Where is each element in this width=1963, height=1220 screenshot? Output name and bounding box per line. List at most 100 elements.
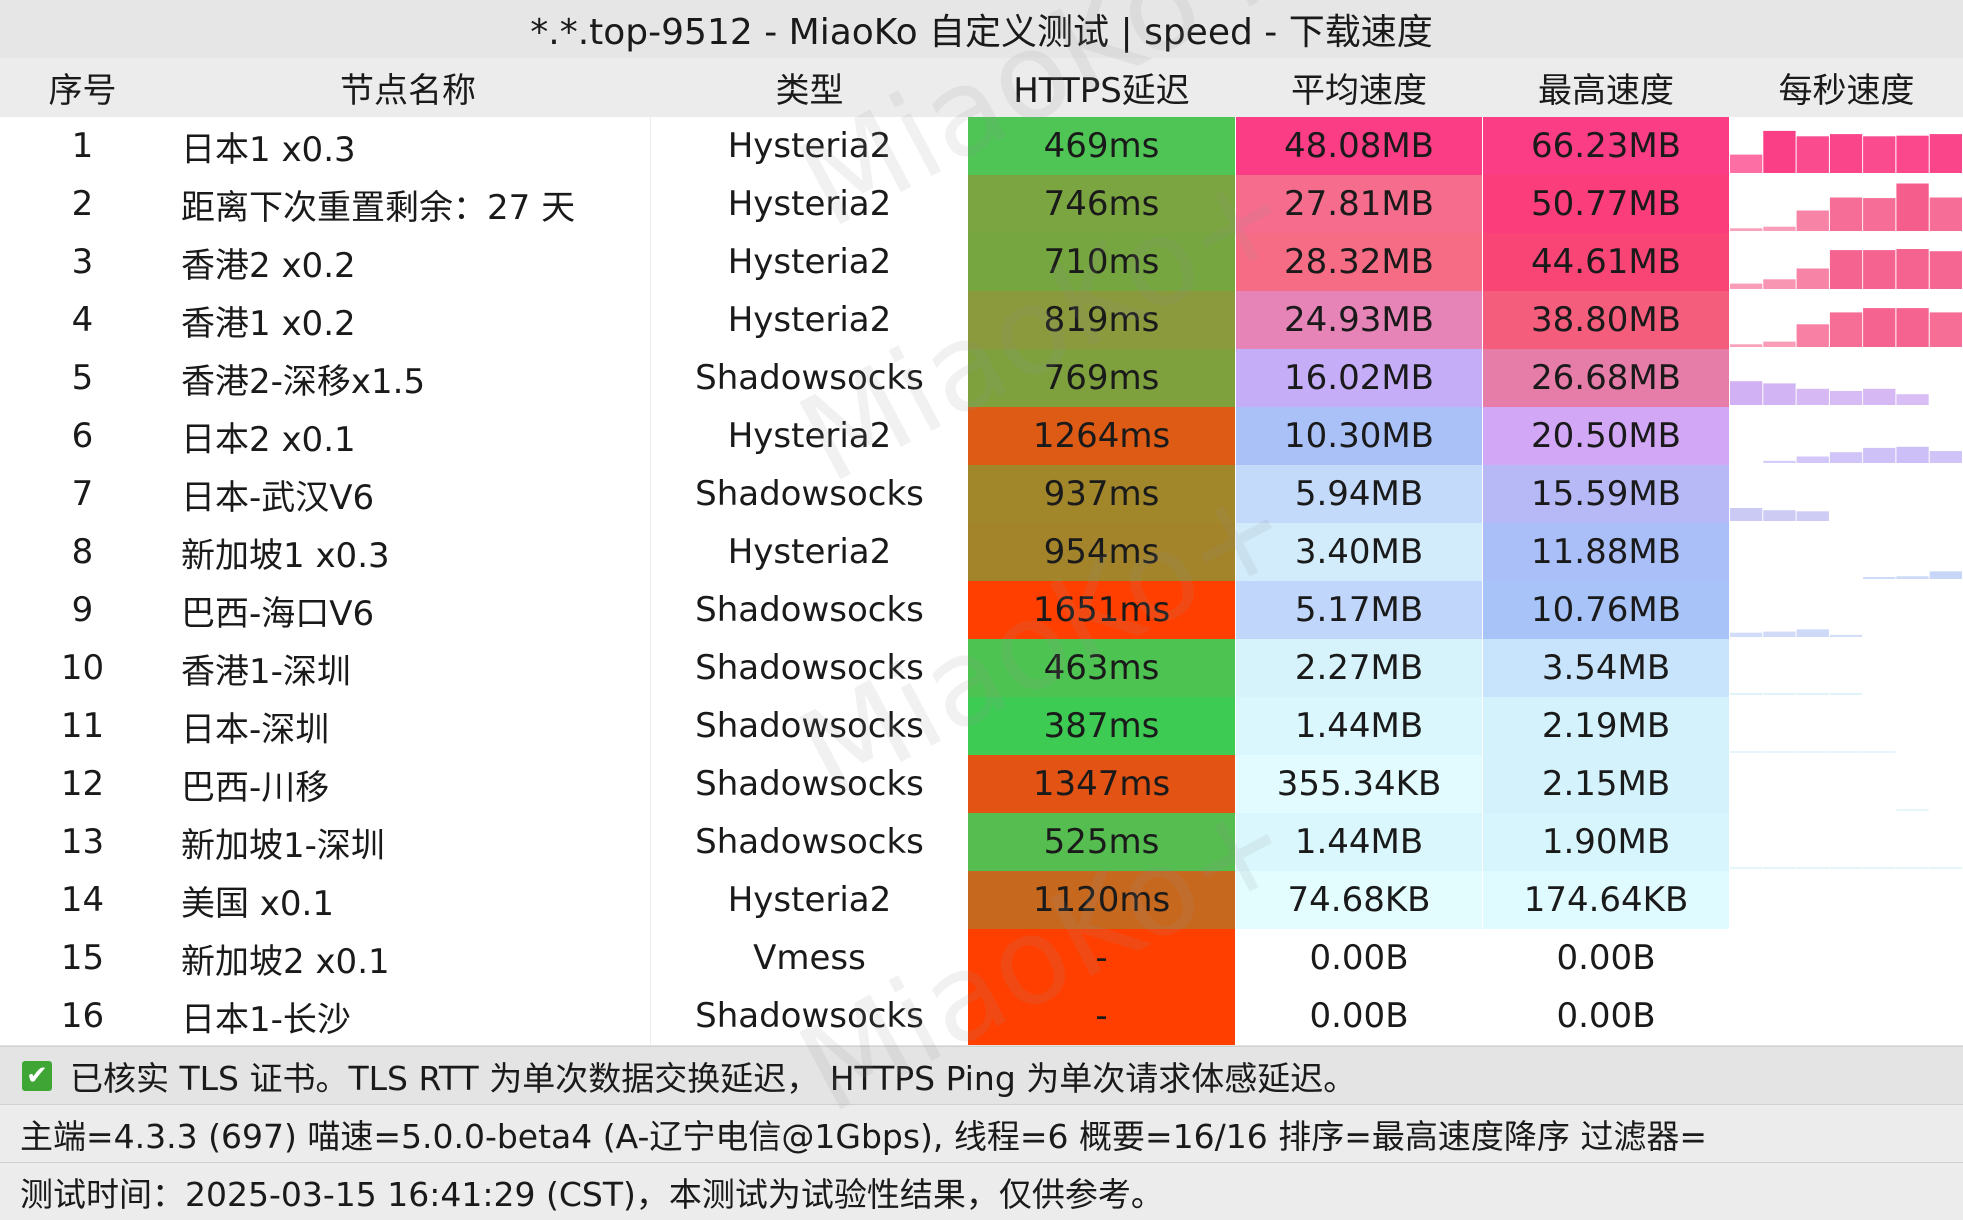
sparkline-bar — [1929, 451, 1962, 463]
https-latency: 819ms — [968, 291, 1235, 349]
node-type: Shadowsocks — [695, 358, 924, 398]
per-second-speed-sparkline — [1730, 407, 1963, 465]
per-second-speed-sparkline — [1730, 813, 1963, 871]
sparkline-svg — [1730, 308, 1962, 347]
avg-speed: 1.44MB — [1236, 697, 1482, 755]
column-header-node-name: 节点名称 — [340, 71, 476, 111]
column-header-type: 类型 — [775, 71, 844, 111]
node-type: Shadowsocks — [695, 648, 924, 688]
avg-speed: 5.17MB — [1236, 581, 1482, 639]
sparkline-bar — [1863, 867, 1896, 869]
max-speed: 3.54MB — [1483, 639, 1729, 697]
table-row: 10 香港1-深圳 Shadowsocks 463ms 2.27MB 3.54MB — [0, 639, 1963, 698]
sparkline-bar — [1829, 391, 1863, 405]
column-header-max-speed: 最高速度 — [1538, 71, 1674, 111]
sparkline-bar — [1863, 751, 1896, 753]
sparkline-bar — [1829, 250, 1863, 289]
sparkline-svg — [1730, 249, 1962, 289]
avg-speed: 355.34KB — [1236, 755, 1482, 813]
tls-note: ✔ 已核实 TLS 证书。TLS RTT 为单次数据交换延迟， HTTPS Pi… — [0, 1046, 1963, 1104]
avg-speed: 3.40MB — [1236, 523, 1482, 581]
sparkline-bar — [1796, 210, 1829, 231]
table-row: 16 日本1-长沙 Shadowsocks -0.00B 0.00B — [0, 987, 1963, 1046]
sparkline-bar — [1796, 324, 1829, 347]
sparkline-bar — [1730, 751, 1763, 753]
avg-speed: 2.27MB — [1236, 639, 1482, 697]
https-latency: - — [968, 987, 1235, 1045]
row-index: 1 — [71, 126, 94, 166]
node-type: Hysteria2 — [727, 126, 892, 166]
sparkline-bar — [1929, 251, 1962, 289]
sparkline-bar — [1730, 228, 1763, 231]
avg-speed: 24.93MB — [1236, 291, 1482, 349]
sparkline-bar — [1763, 279, 1796, 289]
sparkline-svg — [1730, 987, 1963, 1045]
node-type: Shadowsocks — [695, 590, 924, 630]
https-latency: 387ms — [968, 697, 1235, 755]
sparkline-svg — [1730, 183, 1962, 231]
table-row: 6 日本2 x0.1 Hysteria2 1264ms 10.30MB 20.50MB — [0, 407, 1963, 466]
sparkline-bar — [1730, 632, 1763, 637]
sparkline-bar — [1730, 693, 1763, 695]
sparkline-bar — [1796, 388, 1829, 405]
sparkline-svg — [1763, 446, 1962, 463]
max-speed: 174.64KB — [1483, 871, 1729, 929]
row-index: 14 — [60, 880, 105, 920]
sparkline-bar — [1896, 446, 1929, 463]
sparkline-bar — [1863, 250, 1896, 289]
sparkline-bar — [1730, 381, 1763, 405]
sparkline-bar — [1929, 134, 1962, 173]
max-speed: 1.90MB — [1483, 813, 1729, 871]
node-type: Hysteria2 — [727, 184, 892, 224]
node-name: 日本-武汉V6 — [165, 465, 651, 523]
sparkline-bar — [1829, 693, 1863, 695]
sparkline-bar — [1929, 312, 1962, 347]
sparkline-bar — [1730, 508, 1763, 521]
node-type: Vmess — [753, 938, 866, 978]
table-row: 1 日本1 x0.3 Hysteria2 469ms 48.08MB 66.23MB — [0, 117, 1963, 176]
https-latency: 937ms — [968, 465, 1235, 523]
row-index: 15 — [60, 938, 105, 978]
sparkline-bar — [1796, 751, 1829, 753]
node-name: 香港2 x0.2 — [165, 233, 651, 291]
sparkline-svg — [1730, 693, 1863, 695]
avg-speed: 0.00B — [1236, 929, 1482, 987]
sparkline-bar — [1829, 452, 1863, 463]
https-latency: 769ms — [968, 349, 1235, 407]
sparkline-svg — [1863, 571, 1962, 579]
node-type: Shadowsocks — [695, 822, 924, 862]
per-second-speed-sparkline — [1730, 639, 1963, 697]
sparkline-bar — [1796, 456, 1829, 463]
row-index: 9 — [71, 590, 94, 630]
sparkline-bar — [1896, 308, 1929, 347]
sparkline-svg — [1730, 929, 1963, 987]
row-index: 12 — [60, 764, 105, 804]
avg-speed: 16.02MB — [1236, 349, 1482, 407]
max-speed: 26.68MB — [1483, 349, 1729, 407]
sparkline-bar — [1763, 341, 1796, 347]
row-index: 6 — [71, 416, 94, 456]
https-latency: 469ms — [968, 117, 1235, 175]
sparkline-bar — [1730, 867, 1763, 869]
node-name: 新加坡1 x0.3 — [165, 523, 651, 581]
per-second-speed-sparkline — [1730, 755, 1963, 813]
sparkline-svg — [1730, 508, 1829, 521]
node-type: Hysteria2 — [727, 532, 892, 572]
node-name: 日本1 x0.3 — [165, 117, 651, 175]
table-row: 13 新加坡1-深圳 Shadowsocks 525ms 1.44MB 1.90MB — [0, 813, 1963, 872]
sparkline-bar — [1796, 693, 1829, 695]
sparkline-bar — [1763, 631, 1796, 637]
sparkline-bar — [1763, 226, 1796, 231]
sparkline-bar — [1796, 867, 1829, 869]
https-latency: 1264ms — [968, 407, 1235, 465]
avg-speed: 10.30MB — [1236, 407, 1482, 465]
per-second-speed-sparkline — [1730, 233, 1963, 291]
sparkline-bar — [1896, 809, 1929, 811]
max-speed: 0.00B — [1483, 929, 1729, 987]
sparkline-bar — [1829, 867, 1863, 869]
sparkline-bar — [1763, 751, 1796, 753]
table-row: 7 日本-武汉V6 Shadowsocks 937ms 5.94MB 15.59MB — [0, 465, 1963, 524]
sparkline-bar — [1763, 383, 1796, 405]
sparkline-svg — [1730, 381, 1929, 405]
